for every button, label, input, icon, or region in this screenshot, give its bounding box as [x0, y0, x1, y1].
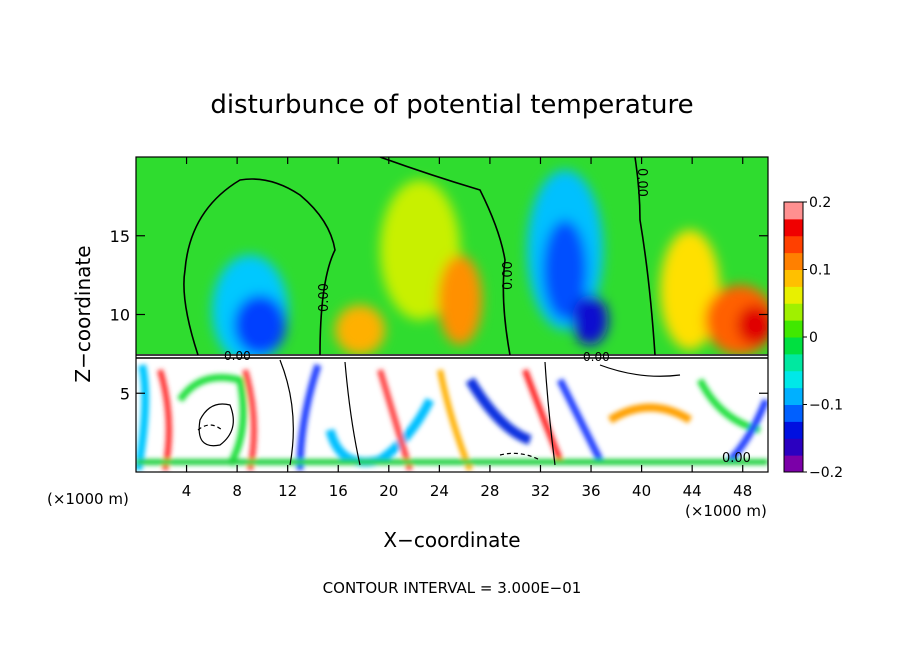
colorbar-swatch	[784, 387, 803, 405]
colorbar-tick-label: 0.2	[809, 195, 831, 211]
x-tick-label: 44	[683, 482, 702, 500]
x-tick-label: 20	[379, 482, 398, 500]
zero-contour-line	[634, 157, 656, 356]
colorbar-swatch	[784, 353, 803, 372]
cool-region	[543, 220, 587, 320]
warm-region	[438, 255, 482, 345]
y-axis-label: Z−coordinate	[71, 245, 95, 382]
colorbar-swatch	[784, 269, 803, 287]
lower-contour-line	[499, 452, 541, 461]
contour-labels: 0.00 0.00 0.00 0.00 0.00 0.00	[224, 168, 751, 466]
zero-contour-line	[183, 178, 336, 356]
y-tick-label: 15	[110, 227, 130, 246]
lower-contour-line	[279, 359, 681, 466]
colorbar-swatch	[784, 404, 803, 422]
colorbar-swatch	[784, 286, 803, 304]
cool-region	[572, 295, 608, 345]
y-tick-label: 10	[110, 306, 130, 325]
y-tick-label: 5	[120, 384, 130, 403]
x-tick-label: 8	[232, 482, 242, 500]
colorbar-swatch	[784, 455, 803, 473]
colorbar-swatch	[784, 235, 803, 254]
contour-interval-text: CONTOUR INTERVAL = 3.000E−01	[323, 579, 582, 597]
x-tick-label: 48	[733, 482, 752, 500]
warm-region	[335, 305, 385, 355]
contour-label: 0.00	[722, 451, 751, 466]
inversion-band	[136, 354, 768, 360]
x-axis-label: X−coordinate	[383, 528, 520, 552]
colorbar-tick-label: 0	[809, 330, 818, 346]
colorbar-swatch	[784, 438, 803, 456]
colorbar-swatch	[784, 303, 803, 321]
chart-title: disturbunce of potential temperature	[210, 90, 693, 120]
x-unit-label-right: (×1000 m)	[685, 502, 767, 520]
colorbar-swatch	[784, 320, 803, 338]
x-tick-label: 32	[531, 482, 550, 500]
x-axis: 4 8 12 16 20 24 28 32 36 40 44 48	[182, 157, 752, 500]
colorbar-swatch	[784, 421, 803, 439]
contour-label: 0.00	[501, 261, 516, 290]
colorbar: 0.2 0.1 0 −0.1 −0.2	[783, 195, 843, 481]
lower-layer-anomalies	[136, 363, 768, 472]
x-tick-label: 12	[278, 482, 297, 500]
colorbar-tick-label: −0.2	[809, 465, 843, 481]
contour-label: 0.00	[317, 283, 332, 312]
x-tick-label: 16	[329, 482, 348, 500]
x-tick-label: 36	[581, 482, 600, 500]
y-axis: 5 10 15	[110, 227, 768, 403]
colorbar-swatch	[784, 202, 803, 220]
heatmap-field	[136, 157, 768, 472]
zero-contour-line	[379, 157, 511, 356]
contour-label: 0.00	[634, 168, 649, 197]
lower-contour-line	[198, 403, 234, 447]
x-tick-label: 40	[632, 482, 651, 500]
inversion-contours	[136, 354, 768, 359]
colorbar-swatch	[784, 370, 803, 389]
x-unit-label-left: (×1000 m)	[47, 490, 129, 508]
colorbar-tick-label: 0.1	[809, 263, 831, 279]
cool-region	[234, 295, 286, 355]
x-tick-label: 28	[480, 482, 499, 500]
contour-label: 0.00	[224, 349, 251, 363]
colorbar-swatch	[784, 252, 803, 270]
colorbar-tick-label: −0.1	[809, 398, 843, 414]
upper-anomalies	[212, 170, 768, 365]
x-tick-label: 24	[430, 482, 449, 500]
colorbar-swatch	[784, 337, 803, 355]
colorbar-swatch	[784, 218, 803, 237]
contour-label: 0.00	[583, 350, 610, 364]
lower-contour-line	[197, 424, 223, 431]
x-tick-label: 4	[182, 482, 192, 500]
